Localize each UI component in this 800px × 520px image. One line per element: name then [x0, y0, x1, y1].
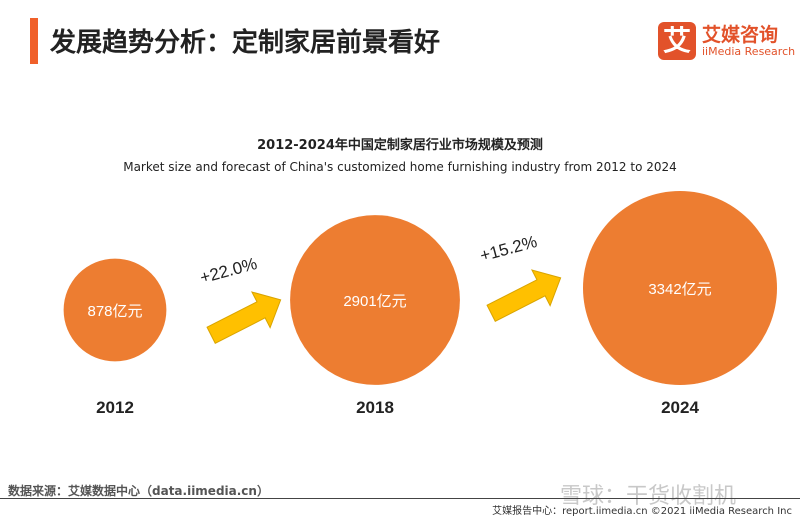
chart-title: 2012-2024年中国定制家居行业市场规模及预测 — [257, 138, 543, 153]
page-title: 发展趋势分析：定制家居前景看好 — [50, 28, 441, 58]
logo-name-en: iiMedia Research — [702, 45, 796, 58]
growth-arrow — [486, 269, 562, 322]
year-label: 2018 — [356, 398, 394, 417]
bubble-2024 — [583, 191, 777, 385]
value-label: 3342亿元 — [648, 281, 711, 298]
source-note: 数据来源：艾媒数据中心（data.iimedia.cn） — [8, 484, 269, 498]
year-label: 2024 — [661, 398, 699, 417]
growth-label: +15.2% — [478, 232, 539, 265]
logo-name-cn: 艾媒咨询 — [702, 24, 779, 46]
logo: 艾 艾媒咨询 iiMedia Research — [658, 20, 798, 60]
chart-subtitle: Market size and forecast of China's cust… — [123, 160, 677, 174]
copyright: 艾媒报告中心：report.iimedia.cn ©2021 iiMedia R… — [492, 506, 792, 517]
value-label: 2901亿元 — [343, 293, 406, 310]
growth-label: +22.0% — [198, 254, 259, 287]
bubble-2018 — [290, 215, 460, 385]
growth-arrow — [206, 291, 282, 344]
year-label: 2012 — [96, 398, 134, 417]
watermark: 雪球：干货收割机 — [560, 484, 737, 509]
title-accent-bar — [30, 18, 38, 64]
footer-divider — [0, 498, 800, 499]
logo-icon: 艾 — [658, 22, 696, 60]
bubble-2012 — [63, 258, 167, 362]
value-label: 878亿元 — [87, 303, 142, 320]
